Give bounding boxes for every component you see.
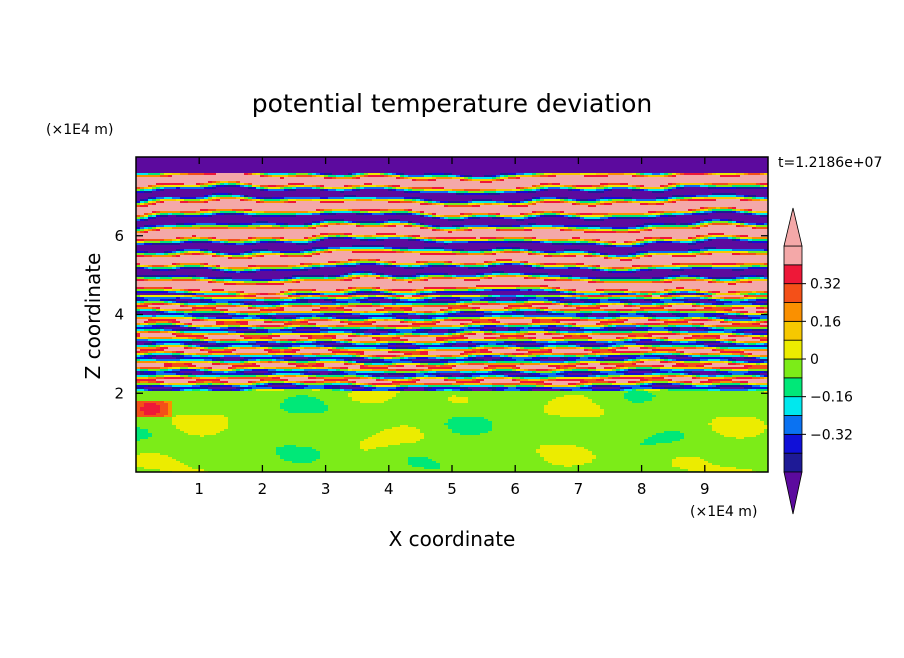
colorbar-upper-extension — [784, 208, 802, 246]
x-axis-label: X coordinate — [389, 527, 516, 551]
x-tick-label: 5 — [447, 480, 457, 498]
x-tick-label: 8 — [637, 480, 647, 498]
colorbar-box — [784, 340, 802, 359]
colorbar-box — [784, 246, 802, 265]
x-tick-label: 7 — [574, 480, 584, 498]
colorbar-lower-extension — [784, 472, 802, 514]
x-tick-label: 9 — [700, 480, 710, 498]
y-tick-label: 6 — [114, 227, 124, 245]
colorbar-tick-label: 0.16 — [810, 314, 841, 330]
y-axis-unit: (×1E4 m) — [46, 122, 113, 138]
colorbar-box — [784, 359, 802, 378]
colorbar-box — [784, 416, 802, 435]
colorbar-box — [784, 284, 802, 303]
y-axis-label: Z coordinate — [81, 253, 105, 380]
x-tick-label: 2 — [258, 480, 268, 498]
x-tick-label: 4 — [384, 480, 394, 498]
colorbar-box — [784, 378, 802, 397]
y-tick-label: 4 — [114, 306, 124, 324]
colorbar-tick-label: −0.32 — [810, 427, 853, 443]
colorbar-box — [784, 303, 802, 322]
time-label: t=1.2186e+07 — [778, 155, 882, 171]
x-tick-label: 1 — [194, 480, 204, 498]
y-tick-label: 2 — [114, 384, 124, 402]
x-tick-label: 3 — [321, 480, 331, 498]
colorbar-box — [784, 321, 802, 340]
colorbar-box — [784, 397, 802, 416]
colorbar-tick-label: −0.16 — [810, 390, 853, 406]
x-axis-unit: (×1E4 m) — [690, 504, 757, 520]
x-tick-label: 6 — [510, 480, 520, 498]
chart-title: potential temperature deviation — [252, 89, 652, 118]
colorbar-box — [784, 434, 802, 453]
colorbar-box — [784, 265, 802, 284]
colorbar-tick-label: 0.32 — [810, 277, 841, 293]
heatmap-field — [136, 157, 769, 474]
colorbar-box — [784, 453, 802, 472]
colorbar-tick-label: 0 — [810, 352, 819, 368]
colorbar: 0.32 0.16 0 −0.16 −0.32 — [784, 208, 853, 514]
